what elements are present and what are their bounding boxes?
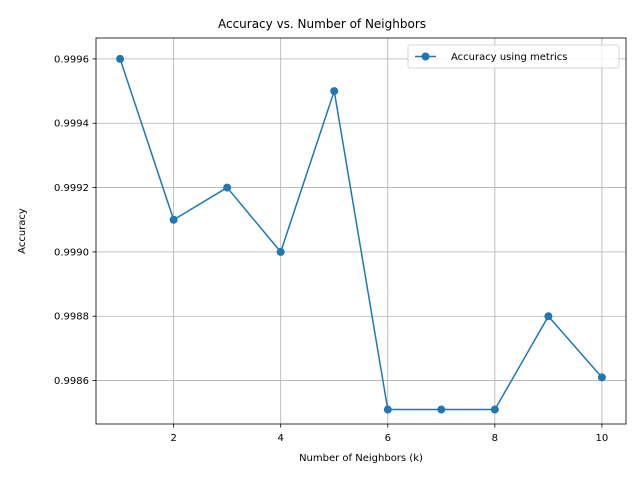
x-tick-label: 8 xyxy=(492,433,498,444)
data-point xyxy=(223,183,232,192)
y-tick-label: 0.9986 xyxy=(54,376,89,387)
x-tick-label: 4 xyxy=(278,433,284,444)
data-point xyxy=(330,87,339,96)
legend-box xyxy=(407,44,620,69)
plot-frame xyxy=(95,37,627,425)
y-axis-label: Accuracy xyxy=(17,208,28,254)
data-point xyxy=(383,405,392,414)
x-tick-label: 2 xyxy=(170,433,176,444)
x-tick-label: 10 xyxy=(596,433,609,444)
y-tick-label: 0.9996 xyxy=(54,54,89,65)
x-axis-label: Number of Neighbors (k) xyxy=(299,453,423,464)
data-point xyxy=(169,215,178,224)
data-point xyxy=(544,312,553,321)
data-point xyxy=(116,54,125,63)
series-line xyxy=(119,58,603,411)
y-tick-label: 0.9992 xyxy=(54,183,89,194)
legend-label: Accuracy using metrics xyxy=(451,52,567,63)
chart-title: Accuracy vs. Number of Neighbors xyxy=(218,17,426,31)
data-point xyxy=(276,247,285,256)
data-point xyxy=(437,405,446,414)
series-group xyxy=(116,54,606,414)
y-tick-label: 0.9988 xyxy=(54,312,89,323)
y-axis-ticks: 0.9986 0.9988 0.9990 0.9992 0.9994 0.9996 xyxy=(54,54,96,387)
y-tick-label: 0.9994 xyxy=(54,119,89,130)
data-point xyxy=(490,405,499,414)
x-axis-ticks: 2 4 6 8 10 xyxy=(170,424,608,444)
grid xyxy=(96,38,626,424)
data-point xyxy=(597,373,606,382)
legend-marker-swatch xyxy=(421,52,430,61)
legend: Accuracy using metrics xyxy=(407,44,620,69)
x-tick-label: 6 xyxy=(385,433,391,444)
y-tick-label: 0.9990 xyxy=(54,247,89,258)
